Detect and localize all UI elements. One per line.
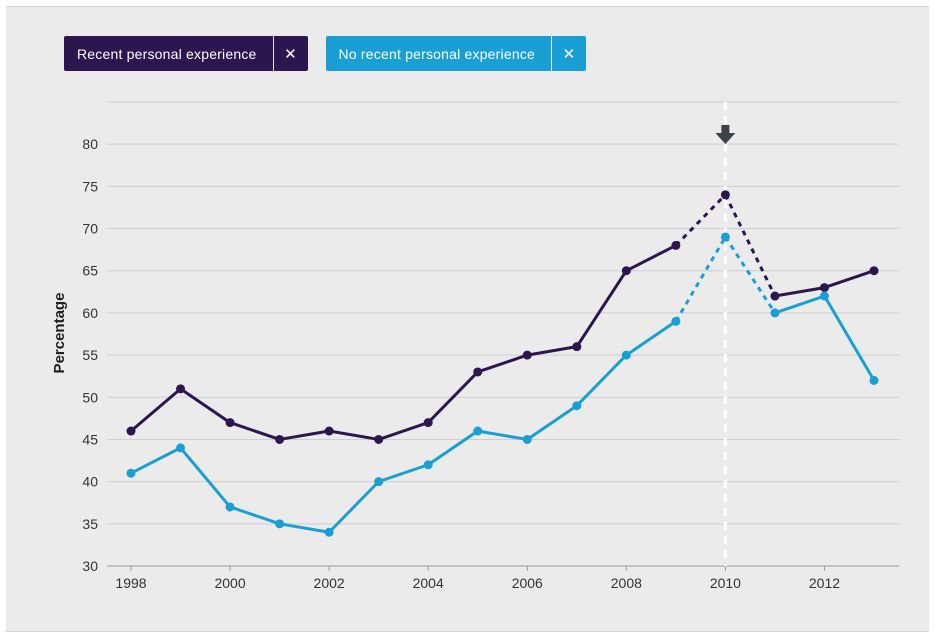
data-point <box>176 384 186 394</box>
arrow-down-icon <box>715 125 736 144</box>
data-point <box>225 418 235 428</box>
legend: Recent personal experience ✕ No recent p… <box>64 36 586 71</box>
data-point <box>126 426 136 436</box>
y-tick-label: 70 <box>82 221 98 237</box>
x-tick-label: 2000 <box>214 575 245 591</box>
data-point <box>374 434 384 444</box>
x-tick-labels: 1998 2000 2002 2004 2006 2008 2010 2012 <box>115 566 840 591</box>
series-segment <box>129 387 183 433</box>
data-point <box>324 527 334 537</box>
series-segment <box>377 421 430 441</box>
data-point <box>522 350 532 360</box>
series-segment <box>822 269 876 290</box>
y-tick-label: 35 <box>82 516 98 532</box>
series-segment <box>278 429 331 441</box>
series-segment-dashed <box>724 236 777 314</box>
data-point <box>770 308 780 318</box>
series-no-recent <box>126 232 879 537</box>
data-point <box>522 434 532 444</box>
y-tick-label: 50 <box>82 389 98 405</box>
grid-lines <box>107 101 899 567</box>
series-segment <box>228 505 282 526</box>
data-point <box>819 291 829 301</box>
data-point <box>275 519 285 529</box>
series-segment <box>476 353 529 374</box>
series-segment <box>377 463 430 484</box>
legend-no-recent-label: No recent personal experience <box>338 45 535 62</box>
series-segment <box>624 243 678 273</box>
x-tick-label: 2004 <box>413 575 444 591</box>
series-segment <box>822 294 876 382</box>
data-point <box>176 443 186 453</box>
series-segment <box>773 294 826 315</box>
data-point <box>720 190 730 200</box>
series-segment <box>426 370 480 425</box>
series-segment <box>278 522 331 534</box>
data-point <box>423 418 433 428</box>
data-point <box>572 401 582 411</box>
series-recent <box>126 190 879 444</box>
series-segment <box>179 446 232 509</box>
series-segment <box>327 429 381 441</box>
series-segment <box>327 480 381 534</box>
data-point <box>275 434 285 444</box>
x-tick-label: 2002 <box>314 575 345 591</box>
data-point <box>572 342 582 352</box>
series-segment <box>129 446 183 475</box>
chart-panel: Recent personal experience ✕ No recent p… <box>6 6 929 632</box>
y-tick-label: 65 <box>82 263 98 279</box>
series-segment <box>773 286 826 298</box>
y-tick-label: 30 <box>82 558 98 574</box>
close-icon[interactable]: ✕ <box>551 36 586 71</box>
legend-chip-recent[interactable]: Recent personal experience ✕ <box>64 36 308 71</box>
data-point <box>621 350 631 360</box>
data-point <box>869 266 879 276</box>
series-segment <box>228 421 282 441</box>
data-point <box>473 367 483 377</box>
legend-recent-label: Recent personal experience <box>77 45 257 62</box>
highlight-2010 <box>715 102 736 566</box>
series-segment <box>575 269 628 349</box>
y-tick-labels: 30 35 40 45 50 55 60 65 70 75 80 <box>82 136 98 574</box>
legend-chip-no-recent[interactable]: No recent personal experience ✕ <box>325 36 586 71</box>
data-point <box>423 460 433 470</box>
series-segment <box>476 429 529 441</box>
data-point <box>126 468 136 478</box>
data-point <box>324 426 334 436</box>
x-tick-label: 2010 <box>710 575 741 591</box>
close-icon[interactable]: ✕ <box>272 36 308 71</box>
y-tick-label: 75 <box>82 178 98 194</box>
series-segment <box>525 404 579 441</box>
data-point <box>374 477 384 487</box>
data-point <box>770 291 780 301</box>
series-segment-dashed <box>674 236 727 323</box>
series-segment <box>575 353 628 408</box>
series-segment <box>426 429 480 467</box>
data-point <box>671 316 681 326</box>
x-tick-label: 2006 <box>512 575 543 591</box>
series-segment <box>525 345 579 357</box>
y-axis-label: Percentage <box>51 293 68 374</box>
series-segment-dashed <box>724 194 777 297</box>
series-segment <box>179 387 232 425</box>
y-tick-label: 80 <box>82 136 98 152</box>
data-point <box>473 426 483 436</box>
x-tick-label: 2012 <box>809 575 840 591</box>
data-point <box>869 375 879 385</box>
data-point <box>225 502 235 512</box>
data-point <box>720 232 730 242</box>
y-tick-label: 45 <box>82 431 98 447</box>
y-tick-label: 60 <box>82 305 98 321</box>
data-point <box>621 266 631 276</box>
series-lines <box>126 190 879 537</box>
y-tick-label: 55 <box>82 347 98 363</box>
data-point <box>819 283 829 293</box>
y-tick-label: 40 <box>82 474 98 490</box>
x-tick-label: 2008 <box>611 575 642 591</box>
x-tick-label: 1998 <box>115 575 146 591</box>
data-point <box>671 240 681 250</box>
series-segment <box>624 319 678 357</box>
series-segment-dashed <box>674 193 727 247</box>
